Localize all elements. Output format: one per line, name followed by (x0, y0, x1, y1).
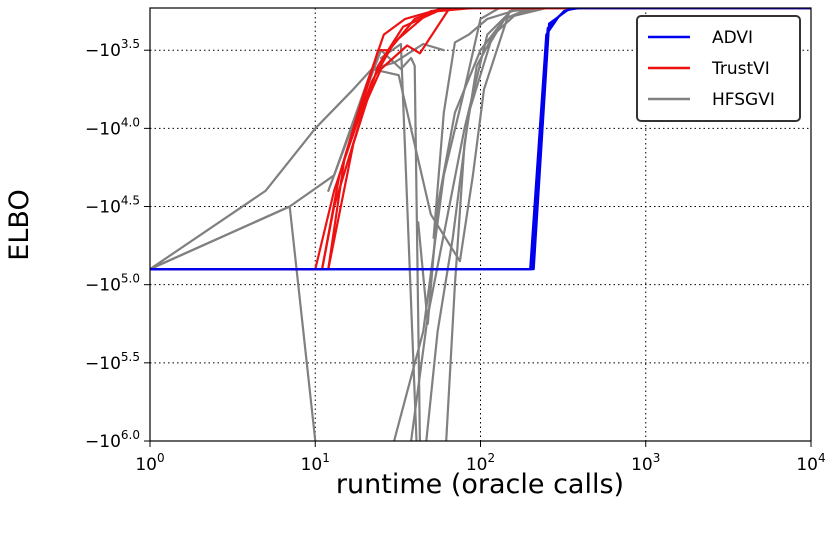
x-tick-label: 100 (135, 451, 164, 475)
legend-label: TrustVI (711, 59, 770, 79)
x-tick-label: 104 (796, 451, 825, 475)
series-line-hfsgvi (150, 205, 317, 441)
y-tick-label: −105.5 (85, 350, 140, 374)
legend-label: HFSGVI (712, 90, 775, 110)
y-tick-label: −104.0 (85, 115, 140, 139)
y-tick-label: −106.0 (85, 428, 140, 452)
y-axis-title: ELBO (4, 189, 35, 260)
x-tick-label: 103 (631, 451, 660, 475)
series-line-hfsgvi (150, 42, 445, 271)
series-line-trustvi (150, 8, 811, 271)
x-axis-title: runtime (oracle calls) (336, 469, 624, 500)
legend-box (636, 15, 801, 122)
series-line-hfsgvi (432, 8, 811, 239)
axis-ticks: 100 101 102 103 104 −103.5 −104.0 −104.5 −105.0 −… (85, 37, 826, 475)
x-tick-label: 101 (301, 451, 330, 475)
series-lines (150, 8, 811, 441)
y-tick-label: −105.0 (85, 272, 140, 296)
series-line-hfsgvi (425, 8, 811, 441)
x-tick-label: 102 (466, 451, 495, 475)
y-tick-label: −104.5 (85, 194, 140, 218)
series-line-hfsgvi (417, 8, 811, 325)
series-line-hfsgvi (445, 8, 811, 441)
series-line-hfsgvi (393, 8, 811, 441)
legend: ADVI TrustVI HFSGVI (636, 15, 801, 122)
y-tick-label: −103.5 (85, 37, 140, 61)
series-line-advi (150, 8, 811, 271)
legend-label: ADVI (712, 28, 753, 48)
